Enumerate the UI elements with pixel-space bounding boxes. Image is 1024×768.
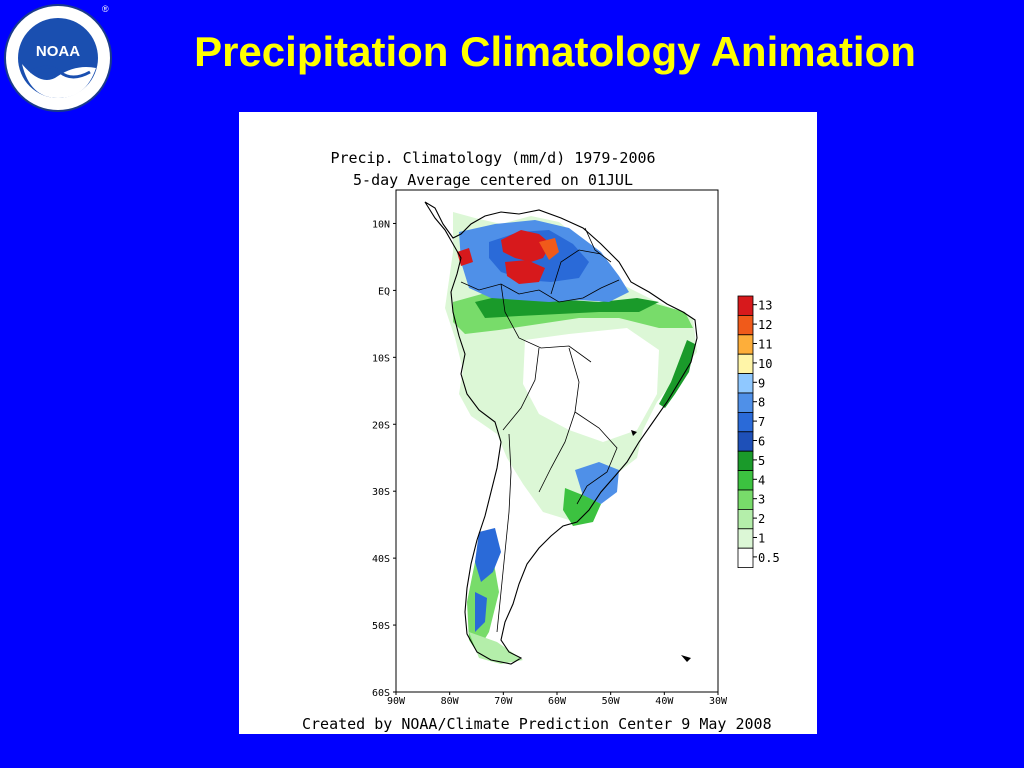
lat-tick-label: 10S — [372, 353, 390, 364]
legend-label: 5 — [758, 454, 765, 468]
precip-map: Precip. Climatology (mm/d) 1979-2006 5-d… — [302, 149, 780, 733]
legend-swatch — [737, 450, 754, 472]
lat-tick-label: 50S — [372, 621, 390, 632]
map-panel: Precip. Climatology (mm/d) 1979-2006 5-d… — [239, 112, 817, 734]
slide-title: Precipitation Climatology Animation — [194, 28, 916, 75]
map-title-line1: Precip. Climatology (mm/d) 1979-2006 — [330, 149, 655, 167]
legend-label: 4 — [758, 473, 765, 487]
legend-swatch — [737, 295, 754, 316]
legend-label: 10 — [758, 357, 772, 371]
legend-swatch — [737, 392, 754, 413]
legend-label: 9 — [758, 376, 765, 390]
legend-swatch — [737, 373, 754, 394]
island-mark — [631, 430, 637, 436]
logo-text: NOAA — [36, 43, 80, 60]
legend-label: 7 — [758, 415, 765, 429]
registered-mark: ® — [102, 4, 109, 14]
legend-swatch — [737, 314, 754, 336]
legend-label: 8 — [758, 396, 765, 410]
legend-swatch — [737, 431, 754, 452]
country-borders — [460, 227, 620, 633]
legend-label: 3 — [758, 493, 765, 507]
legend-swatch — [737, 528, 754, 549]
legend-label: 1 — [758, 532, 765, 546]
lat-tick-label: 30S — [372, 487, 390, 498]
lon-tick-label: 30W — [709, 696, 728, 707]
noaa-logo: NOAA ® — [4, 4, 112, 112]
lat-tick-label: 20S — [372, 420, 390, 431]
legend-label: 2 — [758, 512, 765, 526]
color-legend: 13 12 11 10 9 8 7 6 5 4 3 2 1 0.5 — [737, 295, 780, 569]
lon-tick-label: 50W — [602, 696, 621, 707]
falklands — [681, 655, 691, 662]
legend-swatch — [737, 411, 754, 433]
legend-swatch — [737, 508, 754, 530]
map-credit: Created by NOAA/Climate Prediction Cente… — [302, 715, 772, 733]
lon-tick-label: 40W — [655, 696, 674, 707]
legend-label: 11 — [758, 338, 772, 352]
lon-tick-label: 70W — [494, 696, 513, 707]
precip-field — [445, 212, 697, 664]
legend-label: 13 — [758, 299, 772, 313]
lat-axis: 10N EQ 10S 20S 30S 40S 50S 60S — [372, 219, 396, 699]
lon-tick-label: 80W — [441, 696, 460, 707]
legend-swatch — [737, 353, 754, 374]
lat-tick-label: 40S — [372, 554, 390, 565]
legend-swatch — [737, 547, 754, 569]
lon-axis: 90W 80W 70W 60W 50W 40W 30W — [387, 692, 728, 707]
legend-label: 12 — [758, 318, 772, 332]
map-title-line2: 5-day Average centered on 01JUL — [353, 171, 633, 189]
legend-swatch — [737, 470, 754, 491]
legend-swatch — [737, 489, 754, 510]
lat-tick-label: 60S — [372, 688, 390, 699]
legend-swatch — [737, 334, 754, 355]
continent-outline — [424, 201, 698, 665]
lon-tick-label: 60W — [548, 696, 567, 707]
lat-tick-label: 10N — [372, 219, 390, 230]
legend-label: 0.5 — [758, 551, 780, 565]
lon-tick-label: 90W — [387, 696, 406, 707]
lat-tick-label: EQ — [378, 286, 390, 297]
legend-label: 6 — [758, 435, 765, 449]
